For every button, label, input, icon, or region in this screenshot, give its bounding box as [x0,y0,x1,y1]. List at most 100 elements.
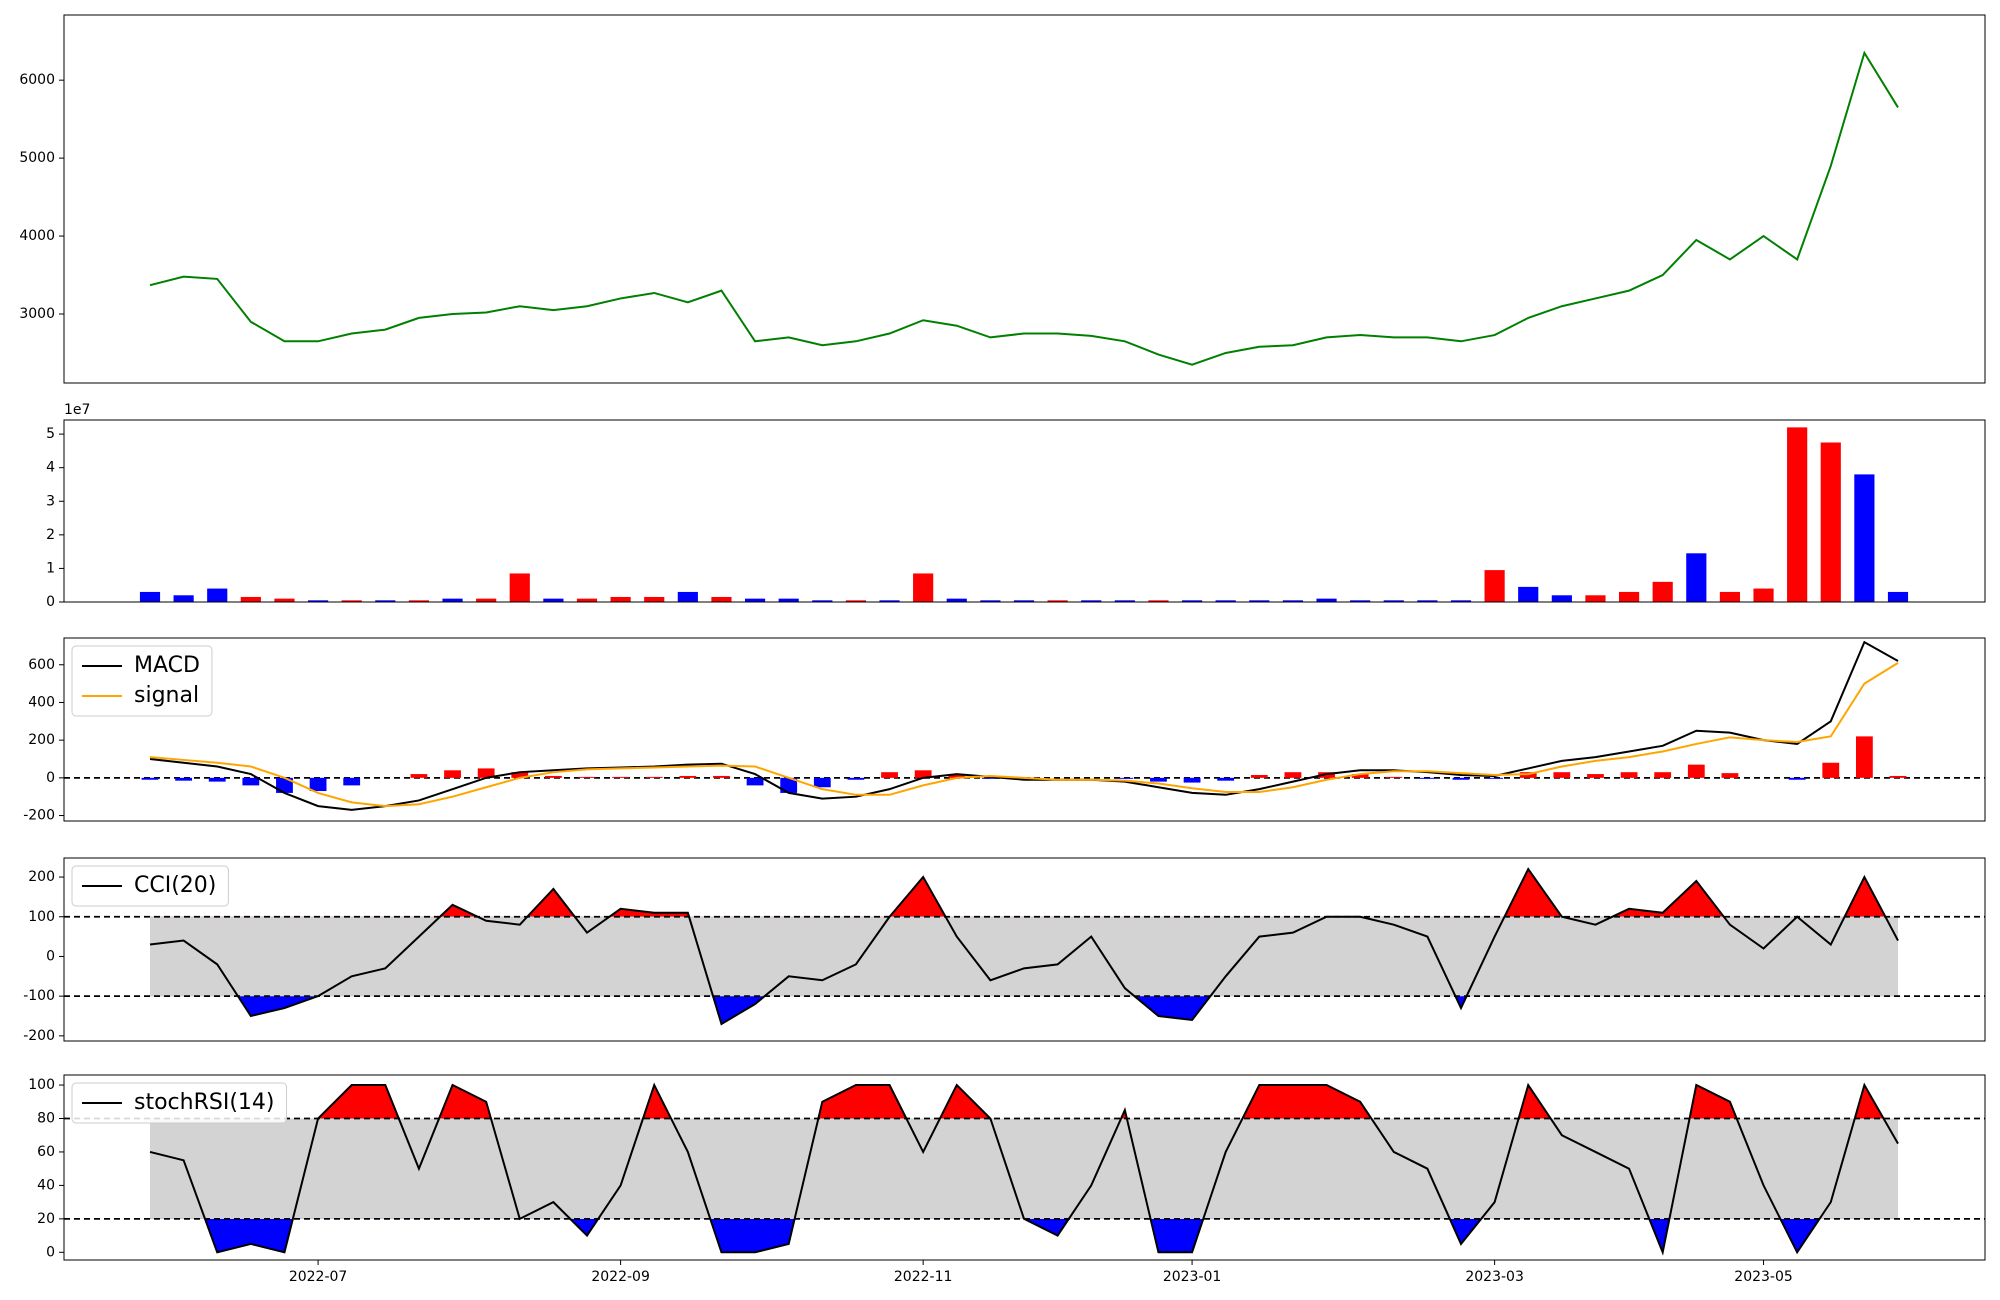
volume-bar [644,596,665,602]
x-tick-label: 2023-03 [1465,1269,1524,1285]
y-tick-label: 3 [46,493,55,509]
histogram-bar [410,774,428,778]
histogram-bar [1418,777,1436,779]
histogram-bar [444,770,461,778]
histogram-bar [1385,776,1403,778]
x-tick-label: 2022-11 [894,1269,953,1285]
histogram-bar [780,777,798,793]
histogram-bar [309,777,327,792]
y-tick-label: 0 [46,770,55,786]
volume-bar [207,588,228,602]
series-line [149,50,1899,366]
legend-box [71,1082,287,1124]
x-tick-label: 2022-09 [591,1269,650,1285]
legend-label: stochRSI(14) [134,1090,275,1115]
volume-bar [543,598,564,602]
histogram-bar [1250,775,1268,778]
legend: stochRSI(14) [71,1082,287,1124]
y-tick-label: 60 [37,1144,55,1160]
y-tick-label: -200 [23,808,55,824]
x-tick-label: 2023-05 [1734,1269,1793,1285]
volume-bar [576,598,598,602]
volume-bar [1854,474,1875,602]
histogram-bar [1721,773,1739,778]
volume-bar [1282,600,1304,602]
series-line [149,1082,1899,1256]
histogram-bar [1687,764,1705,778]
volume-bar [1551,595,1572,602]
histogram-bar [981,777,999,779]
histogram-bar [544,775,562,778]
legend-box [71,865,229,907]
volume-bar [1249,600,1270,602]
histogram-bar [1587,774,1604,778]
histogram-bar [1217,777,1235,781]
y-tick-label: -100 [23,988,55,1004]
histogram-bar [1822,762,1840,778]
histogram-bar [914,770,932,778]
plot-border [63,419,1986,603]
y-tick-label: 20 [37,1211,55,1227]
histogram-bar [175,777,193,781]
volume-bar [913,573,934,602]
legend: MACD signal [71,645,213,717]
volume-bar [1652,581,1673,602]
plot-frame [64,638,1985,821]
volume-bar [946,598,967,602]
neutral-band [150,1118,1898,1219]
histogram-bar [813,777,831,788]
volume-bar [240,596,261,602]
histogram-bar [881,772,898,778]
y-tick-label: 4000 [19,228,55,244]
volume-bar [610,596,631,602]
volume-bar [509,573,530,602]
volume-bar [1013,600,1035,602]
volume-bar [442,598,463,602]
y-tick-label: 80 [37,1110,55,1126]
legend-label: CCI(20) [134,873,216,898]
volume-bar [1383,600,1404,602]
plot-border [63,14,1986,384]
y-tick-label: 3000 [19,306,55,322]
volume-bar [778,598,799,602]
volume-bar [375,600,396,602]
volume-bar [341,600,362,602]
y-tick-label: 0 [46,1244,55,1260]
histogram-bar [1284,772,1302,778]
overbought-fill [439,869,1886,917]
volume-bar [879,600,900,602]
overbought-fill [318,1085,1884,1119]
volume-bar [1585,595,1606,602]
histogram-bar [679,775,697,778]
volume-bar [1081,600,1102,602]
y-tick-label: 1 [46,560,55,576]
y-tick-label: 6000 [19,72,55,88]
y-tick-label: 200 [28,869,55,885]
plot-border [63,1074,1986,1261]
histogram-bar [1654,772,1672,778]
volume-bar [744,598,766,602]
histogram-bar [343,777,361,786]
volume-bar [1618,591,1640,602]
histogram-bar [1486,777,1504,779]
histogram-bar [1553,772,1571,778]
volume-bar [1215,600,1236,602]
volume-bar [139,591,161,602]
volume-bar [1316,598,1337,602]
x-tick-label: 2022-07 [289,1269,348,1285]
volume-bar [1114,600,1135,602]
histogram-bar [276,777,293,793]
volume-bar [1047,600,1068,602]
histogram-bar [1620,772,1638,778]
y-tick-label: -200 [23,1028,55,1044]
histogram-bar [1788,777,1806,780]
histogram-bar [847,777,865,780]
volume-bar [1450,600,1472,602]
legend-label: signal [134,683,199,708]
volume-bar [408,600,430,602]
volume-bar [1887,591,1909,602]
volume-bar [1417,600,1438,602]
volume-bar [1787,427,1808,602]
y-tick-label: 0 [46,948,55,964]
y-tick-label: 400 [28,694,55,710]
